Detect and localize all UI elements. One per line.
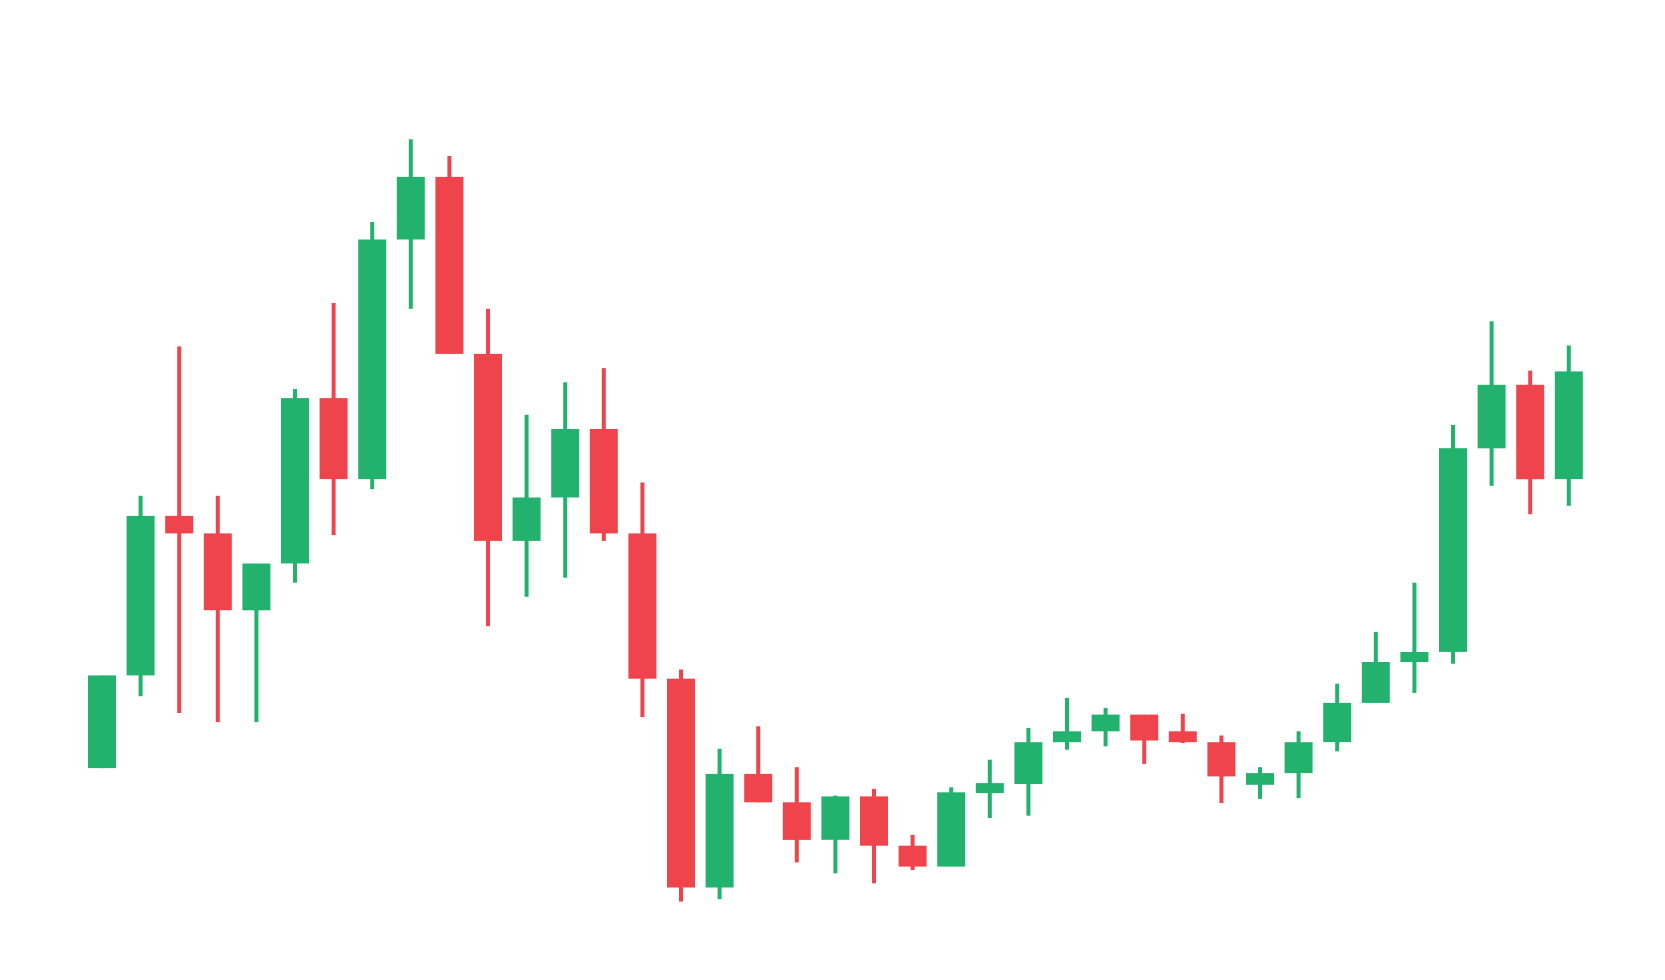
candle-body — [898, 845, 927, 867]
candle-body — [1361, 662, 1390, 703]
candle-body — [937, 792, 966, 867]
candle-body — [281, 398, 309, 564]
candle-11 — [474, 308, 502, 627]
candle-31 — [1246, 767, 1274, 799]
candle-body — [821, 796, 850, 840]
candle-body — [1091, 714, 1120, 732]
candle-4 — [203, 495, 232, 723]
candle-13 — [551, 382, 580, 578]
candle-body — [975, 783, 1004, 794]
candle-29 — [1168, 713, 1197, 743]
candle-body — [203, 533, 232, 611]
candle-32 — [1284, 731, 1313, 799]
candle-body — [165, 515, 194, 534]
candle-wick — [756, 726, 761, 803]
candle-26 — [1053, 697, 1081, 750]
candle-body — [782, 802, 811, 840]
candle-body — [319, 398, 348, 480]
candle-body — [1516, 384, 1545, 480]
candle-23 — [937, 787, 966, 867]
candle-18 — [744, 726, 773, 803]
candle-35 — [1400, 582, 1429, 693]
candle-body — [628, 533, 657, 679]
candle-body — [1130, 714, 1159, 741]
candle-20 — [821, 795, 850, 874]
candle-24 — [975, 759, 1004, 819]
candle-2 — [126, 495, 155, 697]
candle-3 — [165, 346, 194, 713]
candle-37 — [1477, 321, 1506, 486]
candle-27 — [1091, 707, 1120, 747]
candle-body — [860, 796, 888, 846]
candle-body — [435, 176, 464, 354]
candle-33 — [1323, 683, 1352, 752]
candle-16 — [667, 669, 695, 902]
candle-body — [1168, 731, 1197, 743]
candle-39 — [1554, 345, 1583, 506]
candle-7 — [319, 303, 348, 536]
candle-wick — [254, 563, 259, 723]
candle-body — [126, 515, 155, 676]
candle-body — [358, 239, 387, 480]
candle-14 — [589, 368, 618, 541]
candle-25 — [1014, 728, 1043, 816]
candle-body — [705, 773, 734, 888]
candle-body — [474, 353, 502, 541]
candle-body — [242, 563, 271, 611]
candle-body — [589, 429, 618, 534]
candle-body — [667, 678, 695, 888]
candle-15 — [628, 482, 657, 718]
candle-10 — [435, 156, 464, 354]
candle-body — [1207, 742, 1236, 777]
candle-body — [1400, 652, 1429, 662]
candle-9 — [396, 139, 425, 309]
candle-wick — [1065, 697, 1069, 750]
candle-1 — [88, 675, 116, 769]
candle-17 — [705, 748, 734, 900]
candle-34 — [1361, 631, 1390, 703]
candle-body — [744, 773, 773, 803]
candle-12 — [512, 414, 541, 597]
candle-30 — [1207, 735, 1236, 804]
candle-36 — [1439, 424, 1467, 664]
candle-body — [1246, 773, 1274, 785]
candle-5 — [242, 563, 271, 723]
candle-body — [512, 497, 541, 541]
candle-body — [1439, 448, 1467, 652]
candle-8 — [358, 222, 387, 490]
candle-body — [551, 429, 580, 498]
candle-6 — [281, 389, 309, 583]
candle-wick — [1180, 713, 1185, 743]
candle-38 — [1516, 370, 1545, 515]
candle-wick — [1412, 582, 1417, 693]
candle-body — [1477, 384, 1506, 449]
candle-body — [1554, 371, 1583, 480]
candle-body — [1323, 702, 1352, 743]
candle-22 — [898, 834, 927, 870]
candle-body — [396, 176, 425, 240]
candle-body — [88, 675, 116, 769]
candle-19 — [782, 767, 811, 863]
candle-body — [1284, 742, 1313, 774]
candle-body — [1053, 731, 1081, 743]
candle-28 — [1130, 714, 1159, 764]
candle-21 — [860, 788, 888, 884]
candle-body — [1014, 742, 1043, 784]
